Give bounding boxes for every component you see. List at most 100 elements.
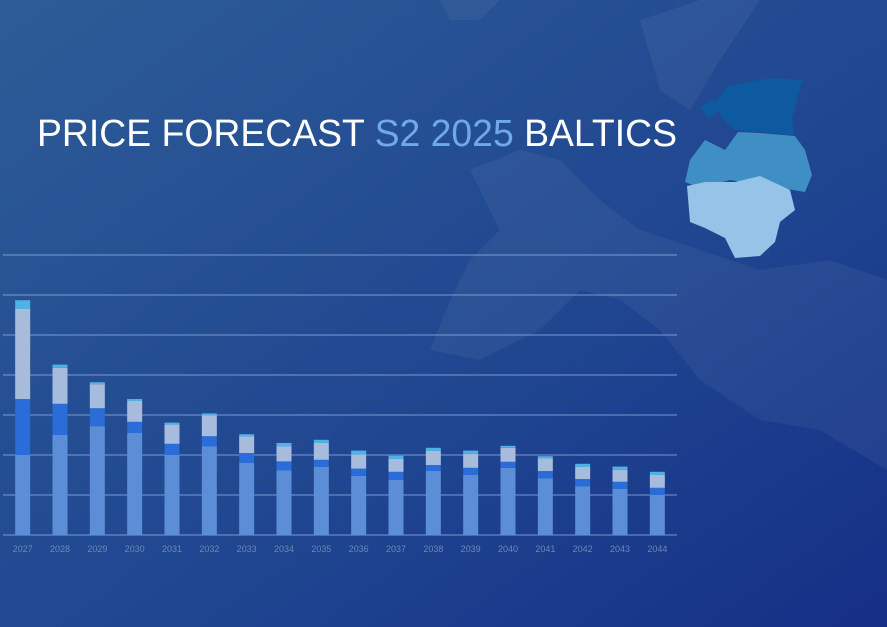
bar-segment [89,384,105,409]
title-highlight: S2 2025 [375,113,514,155]
bar-segment [649,475,665,488]
bar-segment [537,456,553,459]
x-tick-label: 2031 [162,544,182,554]
x-tick-label: 2041 [535,544,555,554]
bar-segment [537,471,553,479]
bar-segment [201,415,217,437]
bar-segment [239,453,255,463]
bar-segment [89,426,105,535]
x-tick-label: 2040 [498,544,518,554]
bar-segment [537,478,553,535]
bar-segment [164,443,180,455]
estonia-island [700,98,720,118]
bar-segment [15,300,31,309]
x-tick-label: 2027 [13,544,33,554]
bar-segment [575,486,591,535]
bar-segment [313,439,329,443]
bar-segment [164,424,180,444]
bar-segment [500,445,516,448]
x-tick-label: 2029 [87,544,107,554]
bar-segment [201,436,217,447]
bar-segment [15,309,31,399]
bar-segment [463,467,479,475]
bar-segment [313,467,329,535]
x-tick-label: 2034 [274,544,294,554]
europe-map [430,0,887,470]
bar-segment [52,435,68,535]
lithuania [687,176,795,258]
bar-segment [276,461,292,471]
title: PRICE FORECAST S2 2025 BALTICS [37,113,677,155]
bar-segment [239,463,255,535]
bar-segment [276,470,292,535]
bar-segment [425,471,441,535]
bar-segment [313,459,329,467]
bar-segment [463,450,479,454]
bar-segment [164,422,180,425]
bar-segment [425,451,441,465]
bar-segment [239,436,255,453]
bar-segment [649,471,665,475]
bar-segment [537,458,553,471]
plot: 2027 2028 2029 2030 2031 2032 2033 2034 2035 2036… [3,254,677,554]
estonia [715,78,803,135]
bar-segment [313,443,329,460]
x-tick-label: 2037 [386,544,406,554]
x-tick-label: 2038 [423,544,443,554]
bar-segment [575,467,591,479]
bar-segment [351,475,367,535]
bar-segment [612,466,628,470]
bar-segment [425,465,441,471]
bar-segment [52,364,68,368]
x-tick-label: 2035 [311,544,331,554]
x-tick-label: 2043 [610,544,630,554]
bar-segment [649,495,665,535]
bar-segment [575,479,591,487]
bar-segment [52,403,68,435]
bar-segment [52,367,68,404]
bar-segment [15,455,31,535]
bar-segment [612,469,628,482]
bar-segment [463,475,479,535]
bar-segment [388,455,404,459]
bar-segment [89,408,105,427]
title-part: PRICE FORECAST [37,113,365,155]
bar-segment [127,421,143,433]
bar-segment [201,413,217,416]
x-tick-label: 2042 [573,544,593,554]
x-tick-label: 2044 [647,544,667,554]
bar-segment [15,399,31,455]
x-tick-label: 2032 [199,544,219,554]
bar-segment [612,481,628,489]
bar-segment [463,453,479,468]
bar-segment [500,467,516,535]
bar-segment [351,468,367,476]
bar-segment [201,446,217,535]
bar-segment [425,447,441,451]
bar-segment [575,463,591,467]
bar-segment [164,455,180,535]
bar-segment [89,382,105,385]
bar-segment [127,401,143,422]
x-tick-label: 2030 [125,544,145,554]
bar-segment [500,461,516,468]
bar-segment [239,434,255,437]
x-tick-label: 2028 [50,544,70,554]
bar-segment [500,447,516,462]
bar-segment [612,489,628,535]
bar-segment [127,399,143,401]
bar-segment [276,446,292,462]
bar-segment [388,471,404,480]
bar-segment [276,443,292,447]
bar-segment [351,454,367,469]
latvia [685,132,812,192]
x-tick-label: 2033 [237,544,257,554]
bar-segment [127,433,143,535]
bar-segment [388,459,404,472]
bar-segment [649,487,665,495]
bar-segment [351,450,367,455]
title-part: BALTICS [524,113,677,155]
x-tick-label: 2036 [349,544,369,554]
